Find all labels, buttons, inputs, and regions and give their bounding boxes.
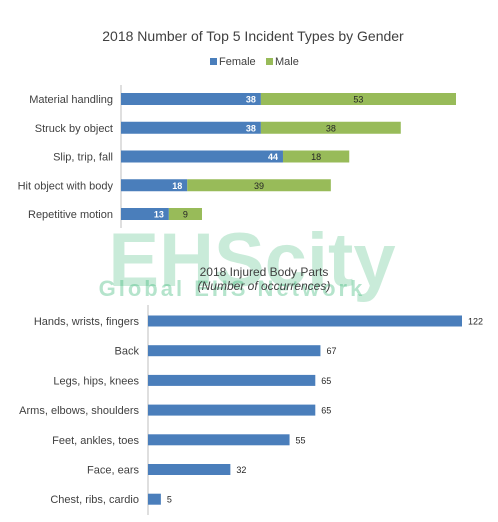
chart1-data-label: 18 <box>311 152 321 162</box>
chart1-bar-male <box>168 208 202 220</box>
chart2-subtitle: (Number of occurrences) <box>198 279 331 293</box>
legend-label-female: Female <box>219 56 256 68</box>
chart1-title: 2018 Number of Top 5 Incident Types by G… <box>102 28 404 44</box>
chart2-data-label: 65 <box>321 406 331 416</box>
legend-swatch-female <box>210 58 217 65</box>
chart1-data-label: 39 <box>254 181 264 191</box>
chart2-bars: 122 67 65 65 55 32 5 <box>148 315 483 505</box>
chart2-data-label: 55 <box>296 435 306 445</box>
chart1-category-label: Repetitive motion <box>28 209 113 221</box>
chart1-data-label: 38 <box>326 123 336 133</box>
chart2-bar <box>148 345 321 357</box>
chart1-bars: 38 53 38 38 44 18 18 39 13 9 <box>121 93 456 220</box>
chart1-category-label: Material handling <box>29 94 113 106</box>
chart1-bar-male <box>260 93 456 105</box>
chart2-bar <box>148 493 161 505</box>
legend-label-male: Male <box>275 56 299 68</box>
chart2-title: 2018 Injured Body Parts <box>200 265 329 279</box>
chart2-data-label: 122 <box>468 317 483 327</box>
chart2-category-label: Hands, wrists, fingers <box>34 316 140 328</box>
chart1-bar-female <box>121 121 261 134</box>
chart1-legend: Female Male <box>210 56 299 68</box>
chart2-bar <box>148 374 316 386</box>
chart2-data-label: 32 <box>236 465 246 475</box>
chart1-category-label: Hit object with body <box>18 180 114 192</box>
chart1-bar-female <box>121 93 261 105</box>
watermark-main: EHScity <box>108 218 395 303</box>
chart2-category-label: Chest, ribs, cardio <box>50 494 139 506</box>
chart1-bar-female <box>121 208 169 220</box>
chart1-bar-female <box>121 179 188 192</box>
watermark-sub: Global EHS Network <box>99 276 366 301</box>
chart2-category-label: Legs, hips, knees <box>53 375 139 387</box>
chart2-category-label: Back <box>115 346 140 358</box>
chart2-data-label: 65 <box>321 376 331 386</box>
chart1-data-label: 9 <box>183 210 188 220</box>
chart2-data-label: 67 <box>326 346 336 356</box>
chart1-category-label: Struck by object <box>35 123 113 135</box>
chart2-category-label: Face, ears <box>87 465 139 477</box>
chart1-category-label: Slip, trip, fall <box>53 152 113 164</box>
legend-swatch-male <box>266 58 273 65</box>
chart2-bar <box>148 434 290 446</box>
chart2-bar <box>148 464 231 475</box>
chart1-bar-male <box>282 150 350 163</box>
chart1-data-label: 44 <box>268 152 278 162</box>
watermark: EHScity Global EHS Network <box>99 218 396 303</box>
chart1-data-label: 38 <box>246 123 256 133</box>
chart1-data-label: 13 <box>154 210 164 220</box>
chart1-category-labels: Material handling Struck by object Slip, t… <box>18 94 114 221</box>
chart2-category-labels: Hands, wrists, fingers Back Legs, hips, kn… <box>19 316 139 506</box>
chart1-bar-female <box>121 150 283 163</box>
chart2-category-label: Arms, elbows, shoulders <box>19 405 139 417</box>
chart2-data-label: 5 <box>167 495 172 505</box>
chart1-data-label: 38 <box>246 95 256 105</box>
chart1-bar-male <box>187 179 331 192</box>
chart2-category-label: Feet, ankles, toes <box>52 435 139 447</box>
chart1-data-label: 18 <box>172 181 182 191</box>
chart1-bar-male <box>260 121 401 134</box>
chart2-bar <box>148 404 316 416</box>
chart1-data-label: 53 <box>353 95 363 105</box>
chart2-bar <box>148 315 462 327</box>
